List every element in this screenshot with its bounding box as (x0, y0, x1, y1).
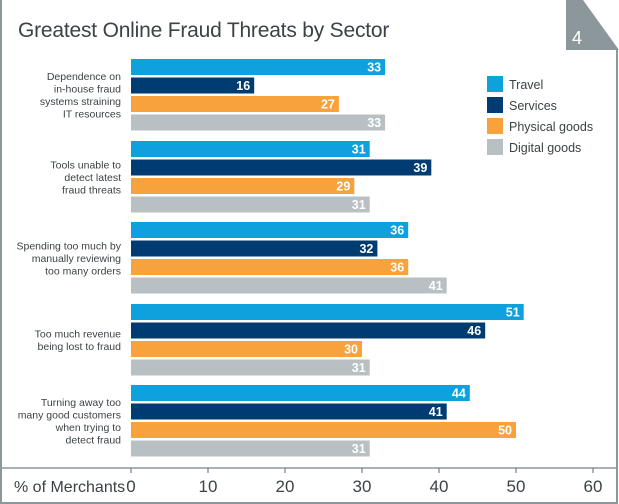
bar-services (131, 77, 255, 94)
bar-services (131, 159, 432, 176)
category-label: systems straining (40, 96, 121, 108)
bar-physical-goods (131, 96, 339, 112)
category-label: fraud threats (62, 184, 121, 196)
data-label: 51 (506, 306, 520, 320)
x-tick-label: 10 (199, 477, 218, 496)
bar-travel (131, 385, 470, 401)
category-label: Spending too much by (17, 240, 122, 252)
x-tick-label: 50 (507, 477, 526, 496)
legend-swatch (487, 139, 503, 155)
data-label: 31 (352, 442, 366, 456)
data-label: 33 (367, 116, 381, 130)
data-label: 31 (352, 143, 366, 157)
x-tick-label: 20 (276, 477, 295, 496)
legend-label: Digital goods (509, 141, 581, 155)
category-label: many good customers (18, 410, 121, 422)
data-label: 36 (390, 224, 404, 238)
legend-swatch (487, 97, 503, 113)
bar-travel (131, 59, 386, 75)
bar-digital-goods (131, 440, 370, 457)
data-label: 44 (452, 387, 466, 401)
data-label: 50 (498, 424, 512, 438)
page-number: 4 (572, 28, 582, 48)
category-label: Turning away too (41, 397, 121, 409)
bar-physical-goods (131, 341, 362, 357)
data-label: 39 (413, 161, 427, 175)
legend-swatch (487, 76, 503, 92)
data-label: 46 (467, 324, 481, 338)
bar-services (131, 240, 378, 257)
category-label: Dependence on (47, 71, 121, 83)
data-label: 30 (344, 343, 358, 357)
legend-label: Services (509, 99, 557, 113)
data-label: 32 (359, 242, 373, 256)
bar-digital-goods (131, 196, 370, 213)
bar-physical-goods (131, 422, 516, 438)
category-label: Tools unable to (50, 159, 121, 171)
bar-digital-goods (131, 359, 370, 376)
bar-travel (131, 222, 409, 238)
bar-services (131, 403, 447, 420)
data-label: 41 (429, 279, 443, 293)
category-label: detect fraud (66, 435, 122, 447)
data-label: 29 (336, 180, 350, 194)
category-label: IT resources (63, 109, 121, 121)
category-label: manually reviewing (32, 253, 121, 265)
x-tick-label: 0 (126, 477, 135, 496)
x-tick-label: 30 (353, 477, 372, 496)
data-label: 36 (390, 261, 404, 275)
data-label: 41 (429, 405, 443, 419)
data-label: 27 (321, 98, 335, 112)
category-label: detect latest (64, 172, 121, 184)
category-label: Too much revenue (35, 329, 122, 341)
page-corner-tab (566, 0, 619, 50)
data-label: 16 (236, 79, 250, 93)
category-label: when trying to (55, 422, 122, 434)
category-label: too many orders (45, 265, 121, 277)
legend-swatch (487, 118, 503, 134)
bar-physical-goods (131, 259, 409, 275)
data-label: 33 (367, 61, 381, 75)
bar-travel (131, 304, 524, 320)
category-label: being lost to fraud (38, 341, 122, 353)
bar-physical-goods (131, 178, 355, 194)
x-tick-label: 40 (430, 477, 449, 496)
bar-travel (131, 141, 370, 157)
data-label: 31 (352, 198, 366, 212)
bar-digital-goods (131, 114, 386, 131)
category-label: in-house fraud (54, 84, 121, 96)
bar-digital-goods (131, 277, 447, 294)
x-tick-label: 60 (584, 477, 603, 496)
data-label: 31 (352, 361, 366, 375)
legend-label: Travel (509, 78, 543, 92)
x-axis-label: % of Merchants (14, 479, 125, 496)
chart-title: Greatest Online Fraud Threats by Sector (18, 19, 390, 42)
legend-label: Physical goods (509, 120, 593, 134)
bar-services (131, 322, 486, 339)
